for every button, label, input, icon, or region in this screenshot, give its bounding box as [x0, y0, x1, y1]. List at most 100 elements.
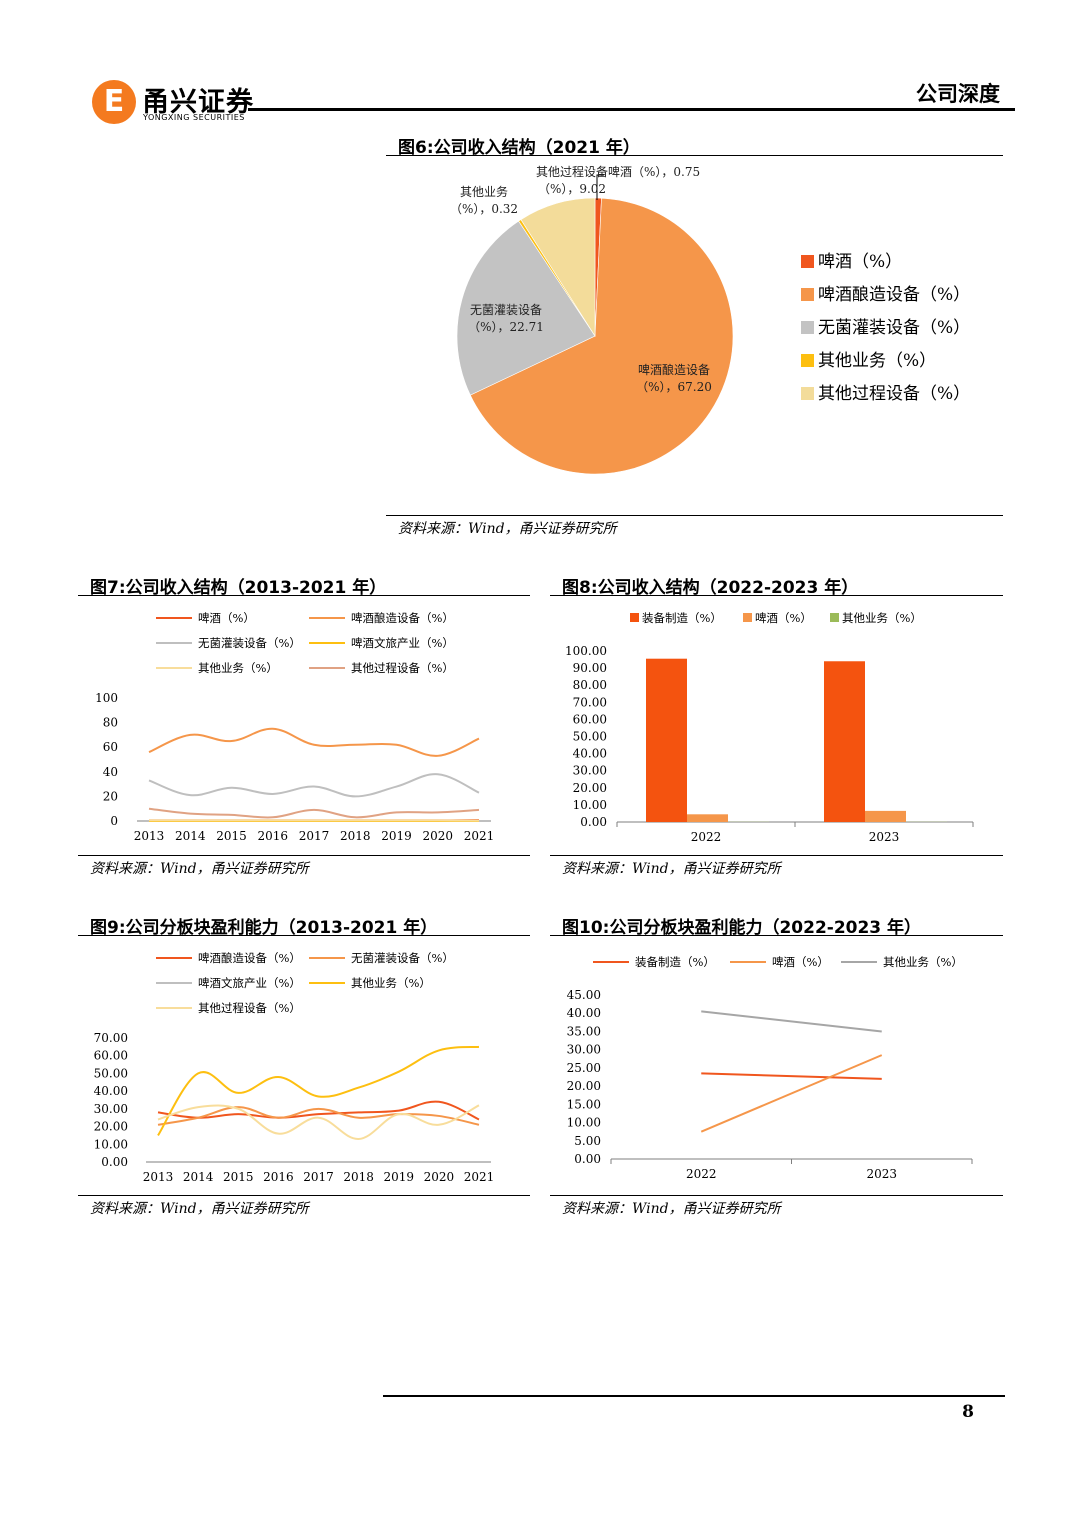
- bar-0: [824, 661, 865, 822]
- series-line-3: [157, 1045, 480, 1136]
- y-tick-label: 80: [103, 716, 118, 730]
- fig7-top-rule: [78, 595, 530, 596]
- legend-label: 啤酒（%）: [198, 611, 255, 625]
- fig6-source: 资料来源：Wind，甬兴证券研究所: [398, 521, 617, 537]
- footer-rule: [383, 1395, 1005, 1397]
- pie-data-label: 啤酒（%），0.75: [608, 164, 700, 179]
- y-tick-label: 25.00: [567, 1061, 601, 1075]
- legend-label: 啤酒（%）: [772, 955, 829, 969]
- legend-label: 啤酒（%）: [755, 611, 812, 625]
- legend-label: 其他业务（%）: [351, 976, 431, 990]
- legend-swatch: [630, 613, 639, 622]
- y-tick-label: 60.00: [94, 1049, 128, 1063]
- legend-label: 啤酒酿造设备（%）: [351, 611, 454, 625]
- bar-0: [646, 658, 687, 822]
- y-tick-label: 45.00: [567, 988, 601, 1002]
- y-tick-label: 20.00: [94, 1120, 128, 1134]
- y-tick-label: 70.00: [94, 1031, 128, 1045]
- y-tick-label: 40: [103, 765, 118, 779]
- y-tick-label: 20: [103, 789, 118, 803]
- y-tick-label: 35.00: [567, 1024, 601, 1038]
- x-tick-label: 2016: [263, 1170, 294, 1184]
- y-tick-label: 10.00: [94, 1137, 128, 1151]
- series-line-5: [148, 807, 480, 819]
- x-tick-label: 2013: [143, 1170, 174, 1184]
- fig10-title: 图10:公司分板块盈利能力（2022-2023 年）: [562, 918, 922, 938]
- legend-swatch: [801, 321, 814, 334]
- y-tick-label: 100.00: [565, 644, 607, 658]
- fig8-bottom-rule: [550, 855, 1003, 856]
- pie-data-label: （%），0.32: [450, 202, 518, 216]
- legend-label: 啤酒文旅产业（%）: [351, 636, 454, 650]
- y-tick-label: 0.00: [580, 815, 607, 829]
- fig9-bottom-rule: [78, 1195, 530, 1196]
- fig8-bar-chart: 0.00 10.00 20.00 30.00 40.00 50.00 60.00 70.00 8…: [565, 611, 974, 844]
- legend-swatch: [801, 288, 814, 301]
- legend-label: 啤酒酿造设备（%）: [198, 951, 301, 965]
- legend-label: 无菌灌装设备（%）: [351, 951, 454, 965]
- logo-badge: [92, 80, 136, 124]
- x-tick-label: 2019: [381, 829, 412, 843]
- legend-label: 其他过程设备（%）: [351, 661, 454, 675]
- header-divider: [248, 108, 1015, 111]
- x-tick-label: 2015: [216, 829, 247, 843]
- legend-swatch: [830, 613, 839, 622]
- x-tick-label: 2020: [424, 1170, 455, 1184]
- fig9-title: 图9:公司分板块盈利能力（2013-2021 年）: [90, 918, 438, 938]
- fig8-source: 资料来源：Wind，甬兴证券研究所: [562, 861, 781, 877]
- x-tick-label: 2014: [183, 1170, 214, 1184]
- pie-data-label: 其他业务: [460, 184, 508, 199]
- pie-data-label: 啤酒酿造设备: [638, 362, 710, 377]
- fig7-title: 图7:公司收入结构（2013-2021 年）: [90, 578, 387, 598]
- legend-label: 无菌灌装设备（%）: [818, 318, 970, 338]
- x-tick-label: 2021: [464, 1170, 495, 1184]
- y-tick-label: 0.00: [101, 1155, 128, 1169]
- legend-label: 其他过程设备（%）: [198, 1001, 301, 1015]
- y-tick-label: 100: [95, 691, 118, 705]
- fig10-top-rule: [550, 935, 1003, 936]
- fig10-line-chart: 0.00 5.00 10.00 15.00 20.00 25.00 30.00 35.00 40…: [567, 955, 973, 1181]
- fig6-title: 图6:公司收入结构（2021 年）: [398, 138, 640, 158]
- legend-swatch: [801, 354, 814, 367]
- x-tick-label: 2022: [691, 830, 722, 844]
- series-line-0: [701, 1072, 882, 1080]
- y-tick-label: 20.00: [567, 1079, 601, 1093]
- series-line-1: [700, 1054, 883, 1133]
- page-number: 8: [962, 1402, 974, 1422]
- y-tick-label: 50.00: [94, 1066, 128, 1080]
- pie-slice-2: [456, 220, 596, 396]
- x-tick-label: 2016: [257, 829, 288, 843]
- y-tick-label: 80.00: [573, 678, 607, 692]
- legend-label: 其他业务（%）: [883, 955, 963, 969]
- fig6-bottom-rule: [386, 515, 1003, 516]
- series-line-4: [157, 1104, 480, 1140]
- series-line-1: [148, 727, 480, 757]
- y-tick-label: 10.00: [573, 798, 607, 812]
- fig10-bottom-rule: [550, 1195, 1003, 1196]
- fig9-top-rule: [78, 935, 530, 936]
- y-tick-label: 90.00: [573, 661, 607, 675]
- x-tick-label: 2021: [464, 829, 495, 843]
- legend-swatch: [801, 255, 814, 268]
- fig7-bottom-rule: [78, 855, 530, 856]
- y-tick-label: 70.00: [573, 695, 607, 709]
- pie-data-label: 无菌灌装设备: [470, 303, 542, 317]
- legend-label: 啤酒酿造设备（%）: [818, 285, 970, 305]
- y-tick-label: 50.00: [573, 730, 607, 744]
- series-line-1: [157, 1106, 480, 1126]
- section-title: 公司深度: [916, 82, 1000, 106]
- y-tick-label: 0.00: [574, 1152, 601, 1166]
- y-tick-label: 30.00: [567, 1043, 601, 1057]
- y-tick-label: 30.00: [94, 1102, 128, 1116]
- pie-data-label: 其他过程设备: [536, 164, 608, 179]
- y-tick-label: 60.00: [573, 712, 607, 726]
- x-tick-label: 2015: [223, 1170, 254, 1184]
- pie-slice-1: [469, 197, 734, 475]
- legend-swatch: [801, 387, 814, 400]
- y-tick-label: 15.00: [567, 1097, 601, 1111]
- y-tick-label: 5.00: [574, 1134, 601, 1148]
- legend-label: 啤酒（%）: [818, 252, 902, 272]
- pie-leader-line: [596, 174, 604, 200]
- bar-1: [865, 810, 906, 822]
- y-tick-label: 60: [103, 740, 118, 754]
